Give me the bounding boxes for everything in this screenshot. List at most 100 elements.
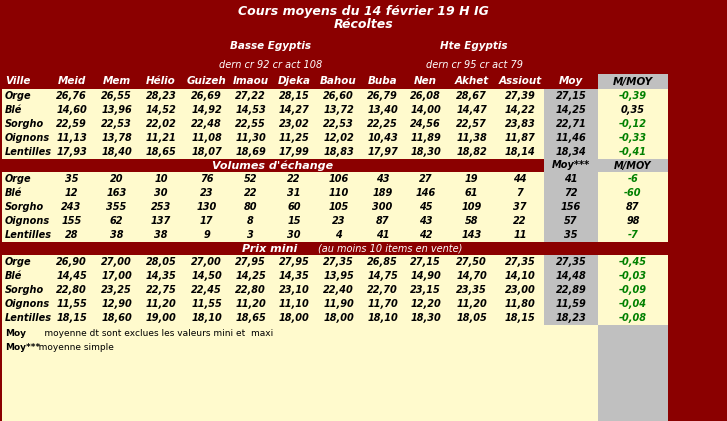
Text: 11,38: 11,38 [456, 133, 487, 143]
Bar [2, 228, 544, 242]
Text: 14,50: 14,50 [191, 271, 222, 281]
Text: 11,30: 11,30 [235, 133, 266, 143]
Text: Blé: Blé [5, 271, 23, 281]
Text: 20: 20 [110, 174, 124, 184]
Text: 37: 37 [513, 202, 527, 212]
Text: 11,90: 11,90 [323, 299, 354, 309]
Text: Oignons: Oignons [5, 216, 50, 226]
Text: 22,75: 22,75 [145, 285, 177, 295]
Text: 13,96: 13,96 [101, 105, 132, 115]
Text: Moy: Moy [559, 77, 583, 86]
Text: 28,23: 28,23 [145, 91, 177, 101]
Text: Prix mini: Prix mini [242, 243, 297, 253]
Text: 11,70: 11,70 [367, 299, 398, 309]
Text: 23,02: 23,02 [278, 119, 310, 129]
Bar [2, 103, 544, 117]
Bar [2, 200, 544, 214]
Text: 13,72: 13,72 [323, 105, 354, 115]
Text: 14,75: 14,75 [367, 271, 398, 281]
Text: 18,82: 18,82 [456, 147, 487, 157]
Bar [598, 297, 668, 311]
Text: 0,35: 0,35 [621, 105, 645, 115]
Text: 14,27: 14,27 [278, 105, 310, 115]
Text: 109: 109 [462, 202, 481, 212]
Text: 12,90: 12,90 [101, 299, 132, 309]
Bar [598, 200, 668, 214]
Text: 72: 72 [564, 188, 578, 198]
Text: 14,53: 14,53 [235, 105, 266, 115]
Text: Volumes d'échange: Volumes d'échange [212, 160, 334, 171]
Text: 13,40: 13,40 [367, 105, 398, 115]
Text: 60: 60 [287, 202, 301, 212]
Text: 7: 7 [517, 188, 523, 198]
Text: Akhet: Akhet [454, 77, 489, 86]
Text: 156: 156 [561, 202, 581, 212]
Bar [544, 89, 598, 103]
Bar [598, 89, 668, 103]
Text: -0,45: -0,45 [619, 257, 647, 267]
Text: 27,35: 27,35 [505, 257, 535, 267]
Text: 11,46: 11,46 [555, 133, 587, 143]
Text: 11,20: 11,20 [235, 299, 266, 309]
Text: 30: 30 [154, 188, 168, 198]
Text: Oignons: Oignons [5, 299, 50, 309]
Text: 26,55: 26,55 [101, 91, 132, 101]
Text: 38: 38 [110, 230, 124, 240]
Text: Sorgho: Sorgho [5, 119, 44, 129]
Text: 18,30: 18,30 [410, 147, 441, 157]
Text: 38: 38 [154, 230, 168, 240]
Text: 253: 253 [151, 202, 171, 212]
Text: Oignons: Oignons [5, 133, 50, 143]
Text: 155: 155 [61, 216, 81, 226]
Bar [598, 269, 668, 283]
Text: 22,71: 22,71 [555, 119, 587, 129]
Bar [544, 117, 598, 131]
Bar [598, 311, 668, 325]
Text: 17,93: 17,93 [56, 147, 87, 157]
Text: 11,59: 11,59 [555, 299, 587, 309]
Text: 23,15: 23,15 [410, 285, 441, 295]
Text: dern cr 92 cr act 108: dern cr 92 cr act 108 [220, 60, 323, 70]
Text: 18,00: 18,00 [323, 313, 354, 323]
Text: 17,00: 17,00 [101, 271, 132, 281]
Text: 61: 61 [465, 188, 478, 198]
Bar [0, 0, 727, 36]
Text: 137: 137 [151, 216, 171, 226]
Bar [544, 200, 598, 214]
Text: Meid: Meid [57, 77, 86, 86]
Text: 355: 355 [106, 202, 126, 212]
Text: Sorgho: Sorgho [5, 285, 44, 295]
Bar [598, 325, 668, 421]
Text: Blé: Blé [5, 188, 23, 198]
Text: Lentilles: Lentilles [5, 313, 52, 323]
Text: 58: 58 [465, 216, 478, 226]
Text: 10,43: 10,43 [367, 133, 398, 143]
Text: 28,67: 28,67 [456, 91, 487, 101]
Text: 243: 243 [61, 202, 81, 212]
Text: -7: -7 [627, 230, 638, 240]
Text: 22,40: 22,40 [323, 285, 354, 295]
Bar [2, 255, 544, 269]
Text: 11,25: 11,25 [278, 133, 310, 143]
Bar [2, 297, 544, 311]
Text: Moy***: Moy*** [5, 343, 40, 352]
Bar [2, 325, 598, 421]
Text: -6: -6 [627, 174, 638, 184]
Text: 26,90: 26,90 [56, 257, 87, 267]
Bar [544, 269, 598, 283]
Text: 110: 110 [329, 188, 349, 198]
Text: 14,25: 14,25 [235, 271, 266, 281]
Text: 11,80: 11,80 [505, 299, 535, 309]
Bar [598, 131, 668, 145]
Bar [2, 242, 668, 255]
Bar [2, 117, 544, 131]
Text: 14,48: 14,48 [555, 271, 587, 281]
Text: 23: 23 [332, 216, 345, 226]
Text: 26,60: 26,60 [323, 91, 354, 101]
Text: 143: 143 [462, 230, 481, 240]
Text: -0,41: -0,41 [619, 147, 647, 157]
Text: Bahou: Bahou [320, 77, 357, 86]
Text: 14,00: 14,00 [410, 105, 441, 115]
Bar [598, 117, 668, 131]
Text: M/MOY: M/MOY [614, 160, 651, 171]
